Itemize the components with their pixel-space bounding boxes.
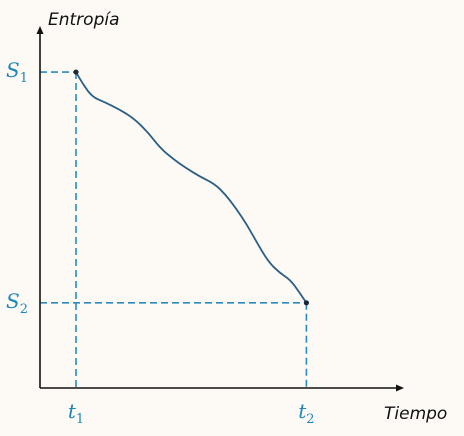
axes (36, 26, 404, 392)
x-tick-label-2: t2 (298, 399, 314, 427)
start-point (73, 69, 79, 75)
y-axis-title: Entropía (48, 10, 120, 30)
guide-lines (40, 71, 308, 388)
end-point (303, 300, 309, 306)
entropy-curve (75, 71, 308, 304)
tick-labels: t1 t2 S1 S2 (6, 58, 315, 427)
y-tick-label-1: S1 (6, 58, 28, 86)
y-tick-label-2: S2 (6, 289, 28, 317)
series-layer (73, 69, 309, 306)
x-axis-title: Tiempo (384, 404, 447, 424)
x-axis-arrow-icon (396, 384, 404, 392)
y-axis-arrow-icon (36, 26, 44, 34)
x-tick-label-1: t1 (68, 399, 84, 427)
